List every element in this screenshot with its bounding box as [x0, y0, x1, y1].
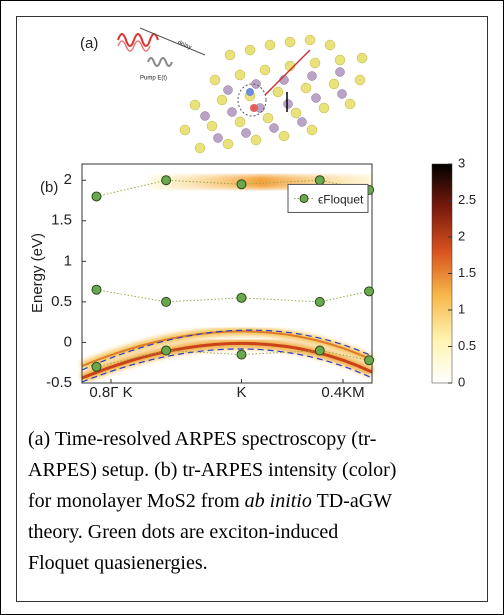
y-axis-label: Energy (eV) — [29, 233, 46, 313]
floquet-dot — [236, 179, 247, 190]
floquet-dot — [161, 345, 172, 356]
intensity-map — [80, 175, 375, 383]
y-tick-label: 0 — [64, 333, 72, 350]
x-tick-label: 0.4KM — [321, 384, 364, 401]
pump-label: Pump E(t) — [140, 76, 167, 82]
caption-text: TD-aGW theory. Green dots are exciton-in… — [28, 490, 392, 574]
panel-label: (b) — [40, 179, 58, 196]
legend-box — [287, 183, 369, 213]
floquet-dot — [161, 175, 172, 186]
colorbar-tick-label: 0.5 — [458, 338, 476, 353]
caption-italic: ab initio — [244, 490, 312, 512]
figure: (a) delay Pump E(t) (b) Energy (eV) -0.5… — [29, 27, 476, 401]
floquet-dot — [314, 296, 325, 307]
caption-text: (a) Time-resolved ARPES spectroscopy (tr… — [28, 428, 397, 512]
floquet-dot — [91, 284, 102, 295]
delay-label: delay — [177, 40, 193, 51]
figure-box — [16, 16, 488, 602]
colorbar-tick-label: 1 — [458, 301, 465, 316]
plot-frame — [81, 163, 373, 384]
x-tick-label: 0.8Γ K — [89, 384, 132, 401]
y-tick-label: 2 — [64, 171, 72, 188]
y-tick-label: 1 — [64, 252, 72, 269]
y-tick-label: -0.5 — [46, 374, 72, 391]
panel-label: (a) — [80, 35, 98, 52]
colorbar-tick-label: 2.5 — [458, 192, 476, 207]
legend-marker — [299, 193, 309, 203]
x-tick-label: K — [236, 384, 246, 401]
floquet-dot — [364, 355, 375, 366]
floquet-dot — [236, 292, 247, 303]
colorbar-tick-label: 0 — [458, 374, 465, 389]
colorbar-tick-label: 1.5 — [458, 265, 476, 280]
floquet-dot — [314, 175, 325, 186]
floquet-dot — [161, 296, 172, 307]
floquet-dot — [364, 286, 375, 297]
y-tick-label: 0.5 — [51, 293, 72, 310]
dotted-line — [96, 179, 370, 368]
floquet-dot — [236, 349, 247, 360]
setup-illustration — [117, 27, 368, 154]
colorbar-tick-label: 2 — [458, 228, 465, 243]
caption: (a) Time-resolved ARPES spectroscopy (tr… — [28, 424, 400, 579]
colorbar-tick-label: 3 — [458, 155, 465, 170]
y-tick-label: 1.5 — [51, 212, 72, 229]
floquet-dot — [91, 191, 102, 202]
floquet-dot — [91, 361, 102, 372]
floquet-dot — [314, 345, 325, 356]
legend-label: ϵFloquet — [318, 193, 364, 207]
